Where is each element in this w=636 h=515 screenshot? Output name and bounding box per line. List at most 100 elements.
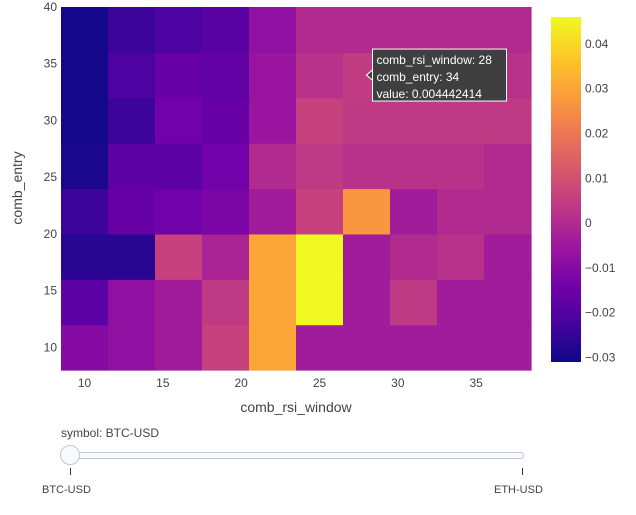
slider-handle[interactable]	[60, 445, 80, 465]
colorbar	[551, 17, 581, 362]
heatmap-cell	[249, 188, 297, 235]
heatmap-cell	[108, 324, 156, 371]
heatmap-cell	[249, 143, 297, 190]
heatmap-cell	[343, 279, 391, 326]
x-tick-label: 15	[156, 376, 170, 390]
slider-tick-btc	[70, 468, 71, 475]
y-tick-label: 40	[44, 0, 58, 14]
heatmap-cell	[484, 324, 532, 371]
heatmap-cell	[249, 279, 297, 326]
heatmap-cell	[108, 97, 156, 144]
slider-step-btc-usd[interactable]: BTC-USD	[42, 484, 91, 496]
x-axis-ticks: 10 15 20 25 30 35	[78, 376, 483, 390]
heatmap-cell	[437, 188, 485, 235]
heatmap-cell	[61, 52, 109, 99]
heatmap-cell	[249, 324, 297, 371]
heatmap-cell	[155, 7, 203, 53]
heatmap-cell	[108, 233, 156, 280]
colorbar-tick-label: 0	[585, 216, 592, 230]
heatmap-cell	[390, 97, 438, 144]
heatmap-cell	[343, 7, 391, 53]
y-axis-ticks: 10 15 20 25 30 35 40	[44, 0, 58, 354]
heatmap-cell	[155, 97, 203, 144]
heatmap-cell	[343, 188, 391, 235]
hover-text-x: comb_rsi_window: 28	[377, 53, 493, 67]
heatmap-cell	[202, 324, 250, 371]
heatmap-cell	[155, 279, 203, 326]
heatmap-cell	[296, 188, 344, 235]
y-tick-label: 20	[44, 227, 58, 241]
heatmap-cell	[61, 188, 109, 235]
x-tick-label: 25	[313, 376, 327, 390]
colorbar-tick-label: −0.01	[585, 261, 616, 275]
heatmap-cell	[108, 52, 156, 99]
heatmap-cell	[296, 324, 344, 371]
heatmap-cell	[296, 279, 344, 326]
heatmap-cell	[296, 97, 344, 144]
heatmap-cell	[437, 7, 485, 53]
heatmap-cell	[108, 143, 156, 190]
x-tick-label: 10	[78, 376, 92, 390]
y-axis-title: comb_entry	[9, 151, 25, 224]
colorbar-tick-label: 0.04	[585, 37, 609, 51]
colorbar-tick-label: −0.03	[585, 351, 616, 365]
heatmap-cell	[155, 143, 203, 190]
heatmap-cell	[249, 233, 297, 280]
heatmap-cell	[249, 97, 297, 144]
heatmap-cell	[61, 97, 109, 144]
hover-tooltip: comb_rsi_window: 28 comb_entry: 34 value…	[365, 48, 507, 102]
heatmap-cell	[484, 188, 532, 235]
heatmap-cell	[437, 279, 485, 326]
heatmap-cell	[249, 52, 297, 99]
heatmap-cell	[343, 324, 391, 371]
heatmap-cell	[61, 143, 109, 190]
heatmap-cell	[390, 143, 438, 190]
slider-step-eth-usd[interactable]: ETH-USD	[494, 484, 543, 496]
heatmap-cell	[296, 52, 344, 99]
heatmap-cell	[202, 7, 250, 53]
heatmap-cell	[343, 143, 391, 190]
heatmap-cell	[155, 188, 203, 235]
heatmap-cell	[202, 52, 250, 99]
heatmap-cell	[296, 143, 344, 190]
heatmap-cell	[390, 324, 438, 371]
heatmap-cell	[390, 188, 438, 235]
y-tick-label: 25	[44, 170, 58, 184]
x-axis-title: comb_rsi_window	[240, 399, 352, 415]
hover-box	[372, 48, 507, 102]
hover-text-value: value: 0.004442414	[377, 87, 483, 101]
heatmap-cell	[155, 233, 203, 280]
heatmap-cell	[155, 52, 203, 99]
heatmap-cell	[296, 233, 344, 280]
slider-rail[interactable]	[70, 452, 524, 459]
heatmap-cell	[437, 233, 485, 280]
heatmap-cell	[61, 324, 109, 371]
heatmap-cell	[437, 97, 485, 144]
heatmap-cell	[202, 97, 250, 144]
heatmap-cell	[343, 97, 391, 144]
slider-current-label: symbol: BTC-USD	[61, 426, 160, 440]
colorbar-ticks: −0.03 −0.02 −0.01 0 0.01 0.02 0.03 0.04	[585, 37, 616, 365]
heatmap-chart: 10 15 20 25 30 35 10 15 20 25 30 35 40 comb_rsi_win…	[9, 0, 616, 415]
colorbar-tick-label: 0.02	[585, 126, 609, 140]
x-tick-label: 30	[391, 376, 405, 390]
heatmap-cell	[61, 7, 109, 53]
colorbar-tick-label: 0.03	[585, 82, 609, 96]
x-tick-label: 20	[234, 376, 248, 390]
hover-text-y: comb_entry: 34	[377, 70, 460, 84]
colorbar-tick-label: −0.02	[585, 306, 616, 320]
slider-tick-eth	[522, 468, 523, 475]
heatmap-cell	[202, 233, 250, 280]
heatmap-cell	[390, 7, 438, 53]
heatmap-cell	[61, 279, 109, 326]
heatmap-cell	[108, 279, 156, 326]
heatmap-cell	[249, 7, 297, 53]
heatmap-cell	[202, 279, 250, 326]
heatmap-cell	[390, 279, 438, 326]
y-tick-label: 10	[44, 340, 58, 354]
heatmap-cells	[61, 7, 532, 371]
heatmap-cell	[61, 233, 109, 280]
x-tick-label: 35	[469, 376, 483, 390]
y-tick-label: 35	[44, 57, 58, 71]
y-tick-label: 30	[44, 113, 58, 127]
